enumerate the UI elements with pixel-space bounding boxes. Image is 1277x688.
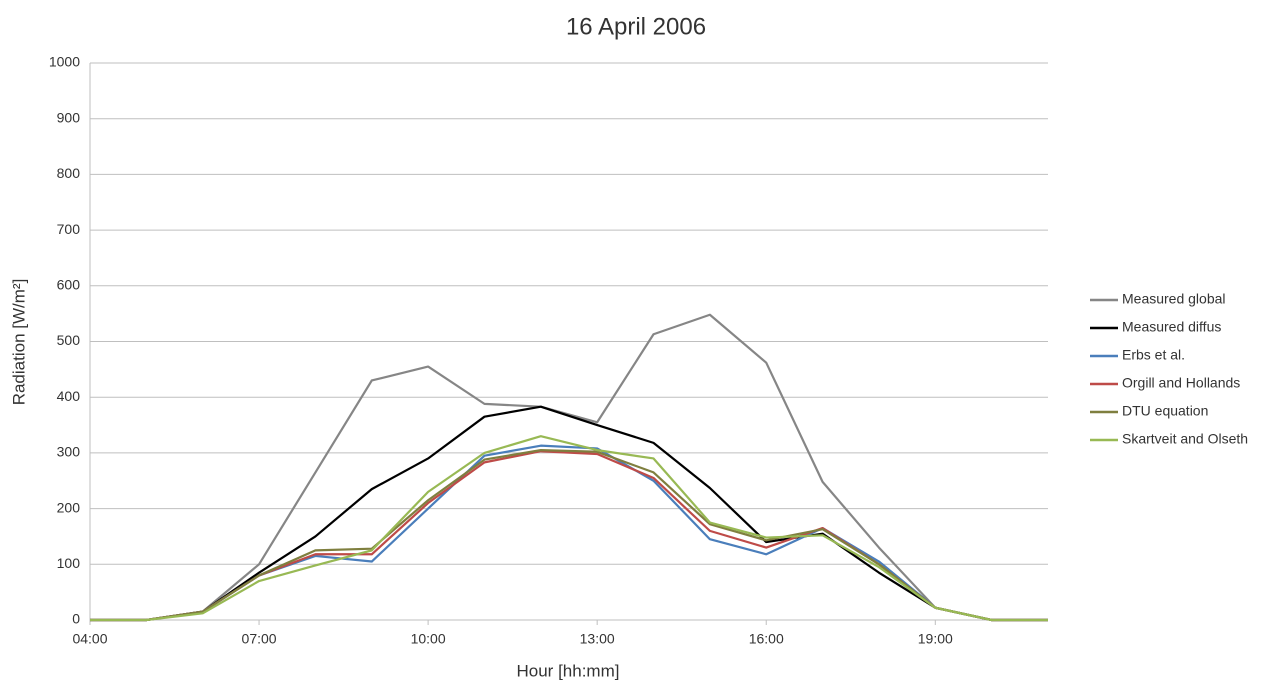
legend-label: Erbs et al. bbox=[1122, 347, 1185, 363]
y-tick-label: 100 bbox=[57, 555, 81, 571]
x-tick-label: 16:00 bbox=[749, 631, 784, 647]
legend-label: Measured diffus bbox=[1122, 319, 1221, 335]
y-tick-label: 400 bbox=[57, 388, 81, 404]
series-line bbox=[90, 444, 1048, 622]
y-tick-label: 1000 bbox=[49, 54, 80, 70]
y-tick-label: 300 bbox=[57, 444, 81, 460]
y-tick-label: 800 bbox=[57, 165, 81, 181]
chart-title: 16 April 2006 bbox=[566, 13, 706, 40]
y-tick-label: 0 bbox=[72, 611, 80, 627]
x-tick-label: 10:00 bbox=[411, 631, 446, 647]
legend-label: Orgill and Hollands bbox=[1122, 375, 1240, 391]
y-tick-label: 200 bbox=[57, 499, 81, 515]
y-tick-label: 700 bbox=[57, 221, 81, 237]
x-axis-label: Hour [hh:mm] bbox=[517, 661, 620, 680]
legend-label: Measured global bbox=[1122, 291, 1226, 307]
series-line bbox=[90, 435, 1048, 622]
x-tick-label: 13:00 bbox=[580, 631, 615, 647]
legend-label: Skartveit and Olseth bbox=[1122, 431, 1248, 447]
y-tick-label: 500 bbox=[57, 332, 81, 348]
series-line bbox=[90, 449, 1048, 622]
y-axis-label: Radiation [W/m²] bbox=[9, 279, 28, 406]
series-line bbox=[90, 313, 1048, 622]
x-tick-label: 07:00 bbox=[242, 631, 277, 647]
y-tick-label: 600 bbox=[57, 277, 81, 293]
y-tick-label: 900 bbox=[57, 109, 81, 125]
series-line bbox=[90, 405, 1048, 622]
x-tick-label: 19:00 bbox=[918, 631, 953, 647]
x-tick-label: 04:00 bbox=[72, 631, 107, 647]
legend-label: DTU equation bbox=[1122, 403, 1208, 419]
